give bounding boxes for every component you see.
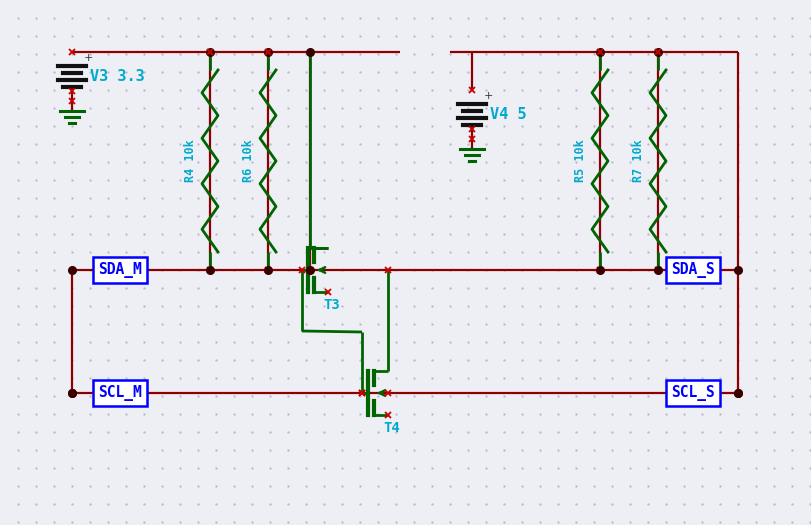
Text: T3: T3 (324, 298, 340, 312)
Text: SDA_S: SDA_S (671, 262, 714, 278)
Text: V3 3.3: V3 3.3 (90, 68, 144, 83)
Text: R6 10k: R6 10k (242, 140, 255, 182)
Text: SCL_M: SCL_M (98, 385, 142, 401)
Text: V4 5: V4 5 (489, 107, 526, 121)
Text: R5 10k: R5 10k (573, 140, 586, 182)
Text: R4 10k: R4 10k (184, 140, 197, 182)
Text: +: + (84, 53, 93, 63)
Text: SCL_S: SCL_S (671, 385, 714, 401)
Text: SDA_M: SDA_M (98, 262, 142, 278)
Text: R7 10k: R7 10k (631, 140, 644, 182)
Text: +: + (483, 91, 493, 101)
Text: T4: T4 (383, 421, 400, 435)
